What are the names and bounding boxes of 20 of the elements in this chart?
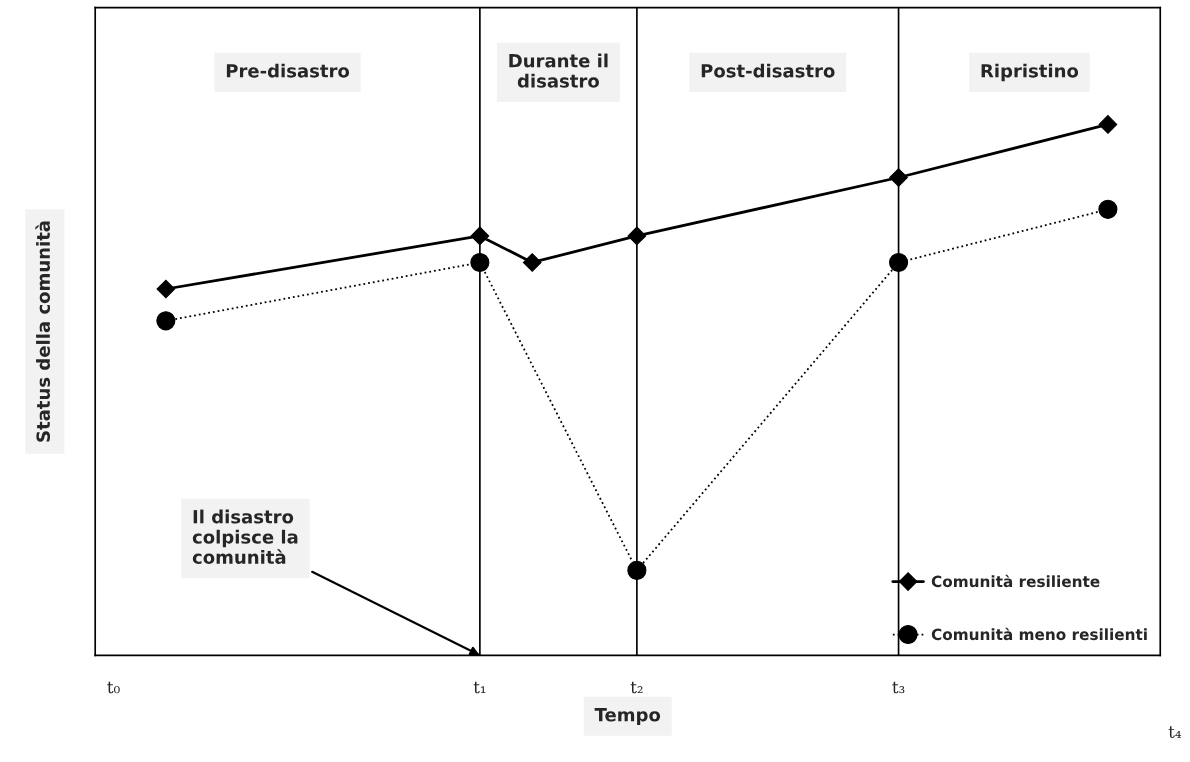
y-axis-title: Status della comunità — [35, 221, 51, 442]
x-tick-label: t₁ — [473, 681, 486, 694]
x-tick-label: t₃ — [892, 681, 905, 694]
legend-label: Comunità meno resilienti — [931, 627, 1147, 641]
legend-label: Comunità resiliente — [931, 574, 1100, 588]
text: t₄ — [1168, 726, 1182, 738]
point — [889, 252, 909, 272]
point — [522, 253, 542, 272]
text: Ripristino — [981, 63, 1079, 82]
x-axis-title: Tempo — [594, 708, 661, 726]
annotation: Il disastro colpisce la comunità — [192, 509, 298, 564]
text: Pre-disastro — [226, 63, 350, 78]
point — [1098, 115, 1118, 134]
x-tick-label: t₀ — [107, 681, 120, 694]
point — [156, 279, 176, 299]
text: Post-disastro — [701, 63, 835, 78]
x-tick-label: t₂ — [630, 681, 643, 694]
point — [156, 311, 176, 331]
text: Durante il disastro — [509, 53, 608, 88]
point — [1098, 199, 1118, 219]
